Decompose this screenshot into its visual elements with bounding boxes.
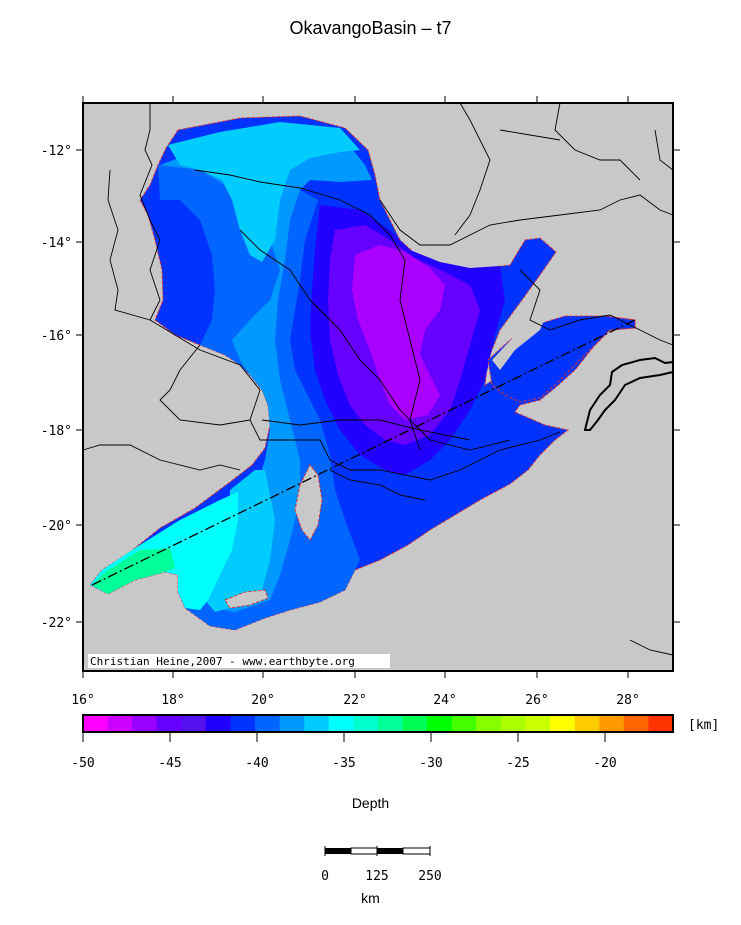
basin-region-light-blue	[160, 135, 372, 612]
map-title: OkavangoBasin – t7	[289, 18, 452, 38]
scale-bar	[324, 846, 431, 856]
colorbar-swatch	[402, 715, 428, 732]
lat-label: -14°	[41, 236, 72, 251]
colorbar-swatch	[279, 715, 305, 732]
colorbar-swatch	[83, 715, 109, 732]
colorbar-ticks	[82, 732, 606, 742]
lon-label: 28°	[616, 693, 639, 708]
colorbar-swatch	[451, 715, 477, 732]
lat-label: -20°	[41, 519, 72, 534]
map-credit: Christian Heine,2007 - www.earthbyte.org	[90, 655, 355, 668]
colorbar-unit: [km]	[688, 718, 719, 733]
scale-bar-label: 250	[418, 869, 441, 884]
colorbar-tick-label: -25	[506, 756, 529, 771]
colorbar-swatch	[304, 715, 330, 732]
map-frame	[82, 102, 674, 672]
lat-label: -22°	[41, 616, 72, 631]
colorbar-swatch	[623, 715, 649, 732]
colorbar-swatch	[107, 715, 133, 732]
colorbar-swatch	[255, 715, 281, 732]
colorbar-swatch	[132, 715, 158, 732]
lon-label: 22°	[343, 693, 366, 708]
basin-region-green	[92, 548, 175, 594]
basin-hole-small	[224, 589, 269, 609]
lon-labels: 16° 18° 20° 22° 24° 26° 28°	[71, 693, 639, 708]
colorbar-swatch	[648, 715, 674, 732]
colorbar-tick-label: -50	[71, 756, 94, 771]
lat-label: -18°	[41, 424, 72, 439]
scale-bar-labels: 0 125 250	[321, 869, 442, 884]
lon-label: 16°	[71, 693, 94, 708]
colorbar-frame	[82, 714, 674, 733]
colorbar-swatch	[181, 715, 207, 732]
scale-bar-label: 0	[321, 869, 329, 884]
colorbar-swatch	[427, 715, 453, 732]
basin-ne-hole	[492, 318, 545, 370]
colorbar-swatch	[599, 715, 625, 732]
basin-region-cyan-bottom	[205, 470, 275, 612]
colorbar-tick-label: -30	[419, 756, 442, 771]
basin-region-violet	[352, 245, 445, 420]
colorbar-tick-label: -45	[158, 756, 181, 771]
colorbar-swatch	[328, 715, 354, 732]
credit-background	[88, 654, 390, 668]
depth-basin	[89, 115, 636, 631]
lat-label: -16°	[41, 329, 72, 344]
colorbar-label: Depth	[351, 795, 390, 811]
colorbar	[83, 715, 674, 732]
basin-region-cyan-top	[168, 122, 360, 262]
colorbar-tick-label: -20	[593, 756, 616, 771]
profile-line	[91, 319, 636, 586]
borders	[82, 102, 674, 656]
colorbar-swatch	[230, 715, 256, 732]
colorbar-swatch	[205, 715, 231, 732]
lon-label: 20°	[251, 693, 274, 708]
colorbar-swatch	[156, 715, 182, 732]
lon-label: 26°	[525, 693, 548, 708]
lat-label: -12°	[41, 144, 72, 159]
scale-bar-label: 125	[365, 869, 388, 884]
lat-labels: -12° -14° -16° -18° -20° -22°	[41, 144, 72, 631]
lon-ticks	[82, 96, 629, 678]
lon-label: 18°	[161, 693, 184, 708]
lat-ticks	[76, 149, 680, 623]
basin-hole-island	[294, 464, 323, 541]
colorbar-swatch	[353, 715, 379, 732]
scale-bar-unit: km	[361, 890, 380, 906]
lon-label: 24°	[433, 693, 456, 708]
colorbar-swatch	[525, 715, 551, 732]
colorbar-swatch	[476, 715, 502, 732]
colorbar-tick-label: -35	[332, 756, 355, 771]
colorbar-tick-label: -40	[245, 756, 268, 771]
colorbar-swatch	[550, 715, 576, 732]
colorbar-tick-labels: -50 -45 -40 -35 -30 -25 -20	[71, 756, 616, 771]
colorbar-swatch	[574, 715, 600, 732]
colorbar-swatch	[500, 715, 526, 732]
colorbar-swatch	[378, 715, 404, 732]
